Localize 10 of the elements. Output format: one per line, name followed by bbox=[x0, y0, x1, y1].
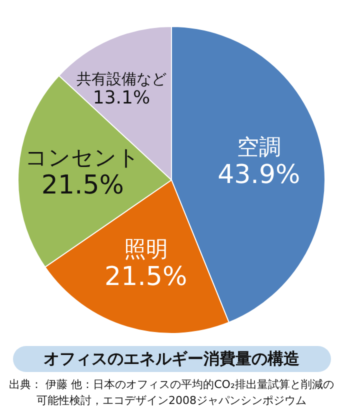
text: オフィスのエネルギー消費量の構造 bbox=[12, 346, 330, 372]
data-label: 43.9% bbox=[218, 160, 300, 190]
slice-label: 共有設備など bbox=[76, 70, 166, 88]
source-note: 出典： 伊藤 他：日本のオフィスの平均的CO₂排出量試算と削減の可能性検討，エコデザイン2008ジャパンシンポジウム bbox=[8, 377, 335, 409]
slice-label: コンセント bbox=[25, 146, 140, 171]
data-label: 21.5% bbox=[104, 262, 188, 292]
data-label: 13.1% bbox=[92, 88, 150, 109]
data-label: 21.5% bbox=[41, 170, 124, 201]
slice-label: 空調 bbox=[236, 135, 281, 160]
slice-label: 照明 bbox=[124, 238, 168, 263]
